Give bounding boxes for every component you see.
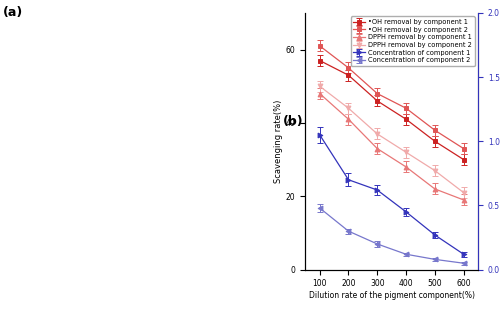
Text: (b): (b) bbox=[282, 116, 303, 128]
Y-axis label: Scavenging rate(%): Scavenging rate(%) bbox=[274, 100, 283, 183]
Text: (a): (a) bbox=[3, 6, 23, 19]
Legend: •OH removal by component 1, •OH removal by component 2, DPPH removal by componen: •OH removal by component 1, •OH removal … bbox=[351, 16, 474, 66]
X-axis label: Dilution rate of the pigment component(%): Dilution rate of the pigment component(%… bbox=[308, 291, 474, 300]
